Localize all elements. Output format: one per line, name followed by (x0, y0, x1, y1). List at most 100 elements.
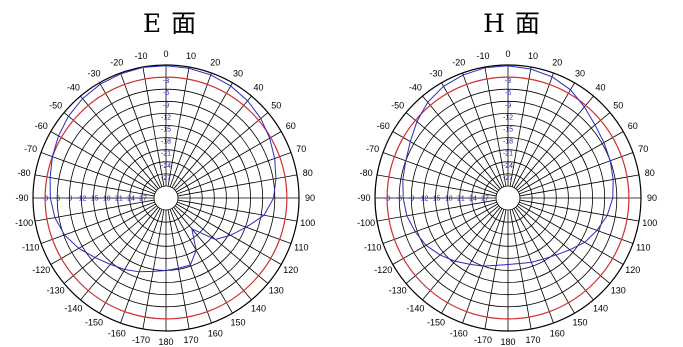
angle-tick-label: 100 (300, 218, 315, 228)
angle-tick-label: 80 (303, 168, 313, 178)
radial-gridline (141, 173, 191, 223)
angle-tick-label: -120 (374, 265, 392, 275)
reference-ring-minus-3db (386, 76, 630, 320)
angle-tick-label: 70 (296, 144, 306, 154)
h-plane-panel: H 面 -3 -3 -6 -6 -9 -9 -12 -12 -15 -15 -18 -18 -21 -21… (342, 0, 682, 347)
angle-tick-label: 140 (251, 303, 266, 313)
radial-tick-label: -9 (66, 196, 72, 203)
e-plane-panel: E 面 -3 -3 -6 -6 -9 -9 -12 -12 -15 -15 -18 -18 -21 -21… (0, 0, 340, 347)
radial-tick-label: -21 (503, 151, 513, 158)
angle-tick-label: -40 (67, 83, 80, 93)
angle-tick-label: 120 (625, 265, 640, 275)
outer-ring (32, 64, 300, 332)
angle-tick-label: 40 (596, 83, 606, 93)
radial-tick-label: -12 (76, 196, 86, 203)
inner-ring (495, 185, 521, 211)
radial-tick-label: -18 (101, 196, 111, 203)
angle-tick-label: -30 (429, 68, 442, 78)
angle-tick-label: 180 (500, 337, 515, 347)
angle-tick-label: 180 (158, 337, 173, 347)
angle-tick-label: -10 (134, 51, 147, 61)
radial-tick-label: -27 (503, 175, 513, 182)
radial-tick-label: -24 (161, 163, 171, 170)
radial-tick-label: -12 (418, 196, 428, 203)
reference-ring-minus-3db (44, 76, 288, 320)
h-plane-polar-chart: -3-3-6-6-9-9-12-12-15-15-18-18-21-21-24-… (357, 49, 657, 347)
angle-tick-label: -150 (427, 318, 445, 328)
angle-tick-label: 30 (575, 68, 585, 78)
e-plane-title: E 面 (142, 9, 198, 38)
angle-tick-label: -60 (35, 121, 48, 131)
radial-tick-label: -6 (396, 196, 402, 203)
radial-tick-label: -9 (163, 102, 169, 109)
angle-tick-label: -160 (450, 328, 468, 338)
radial-tick-label: -24 (503, 163, 513, 170)
outer-ring (374, 64, 642, 332)
radial-tick-label: -9 (505, 102, 511, 109)
inner-ring (153, 185, 179, 211)
angle-tick-label: 130 (269, 286, 284, 296)
angle-tick-label: 10 (186, 51, 196, 61)
angle-tick-label: -120 (32, 265, 50, 275)
angle-tick-label: 110 (636, 242, 650, 252)
angle-tick-label: -140 (64, 303, 82, 313)
angle-tick-label: -100 (357, 218, 375, 228)
radial-tick-label: -6 (163, 90, 169, 97)
radial-gridline (459, 149, 557, 247)
angle-tick-label: -90 (15, 193, 28, 203)
angle-tick-label: 50 (613, 100, 623, 110)
radial-tick-label: -18 (443, 196, 453, 203)
angle-tick-label: -110 (364, 242, 381, 252)
radial-gridline (68, 100, 264, 296)
radial-tick-label: -18 (161, 139, 171, 146)
angle-tick-label: 170 (525, 335, 540, 345)
angle-tick-label: 50 (271, 100, 281, 110)
angle-tick-label: -20 (110, 58, 123, 68)
angle-tick-label: -20 (452, 58, 465, 68)
angle-tick-label: 90 (305, 193, 315, 203)
radial-tick-label: -24 (125, 196, 135, 203)
radial-tick-label: -18 (503, 139, 513, 146)
radial-tick-label: -15 (430, 196, 440, 203)
angle-tick-label: 140 (593, 303, 608, 313)
radial-tick-label: -12 (161, 114, 171, 121)
angle-tick-label: 130 (611, 286, 626, 296)
angle-tick-label: 160 (550, 328, 565, 338)
angle-tick-label: -70 (24, 144, 37, 154)
angle-tick-label: 40 (254, 83, 264, 93)
angle-tick-label: 10 (528, 51, 538, 61)
angle-tick-label: 110 (294, 242, 308, 252)
radial-tick-label: -6 (505, 90, 511, 97)
angle-tick-label: 150 (230, 318, 245, 328)
radiation-pattern-line (49, 65, 277, 273)
radial-tick-label: -21 (455, 196, 465, 203)
angle-tick-label: -90 (357, 193, 370, 203)
radial-gridline (129, 161, 203, 235)
angle-tick-label: 160 (208, 328, 223, 338)
plot-background (375, 65, 641, 331)
radial-tick-label: -15 (503, 127, 513, 134)
angle-tick-label: -100 (15, 218, 33, 228)
angle-tick-label: -80 (360, 168, 373, 178)
angle-tick-label: 90 (647, 193, 657, 203)
plot-background (33, 65, 299, 331)
radial-gridline (117, 149, 215, 247)
radial-tick-label: -15 (88, 196, 98, 203)
angle-tick-label: 120 (283, 265, 298, 275)
angle-tick-label: -40 (409, 83, 422, 93)
angle-tick-label: -80 (18, 168, 31, 178)
radial-tick-label: -3 (163, 78, 169, 85)
radial-tick-label: -27 (479, 196, 489, 203)
angle-tick-label: -140 (406, 303, 424, 313)
radial-gridline (410, 100, 606, 296)
radial-tick-label: -21 (161, 151, 171, 158)
radial-tick-label: -3 (384, 196, 390, 203)
radial-tick-label: -15 (161, 127, 171, 134)
radiation-pattern-line (402, 65, 614, 267)
e-plane-polar-chart: -3-3-6-6-9-9-12-12-15-15-18-18-21-21-24-… (15, 49, 315, 347)
angle-tick-label: -50 (391, 100, 404, 110)
radial-tick-label: -24 (467, 196, 477, 203)
angle-tick-label: 0 (163, 49, 168, 59)
radial-tick-label: -27 (137, 196, 147, 203)
angle-tick-label: 100 (642, 218, 657, 228)
